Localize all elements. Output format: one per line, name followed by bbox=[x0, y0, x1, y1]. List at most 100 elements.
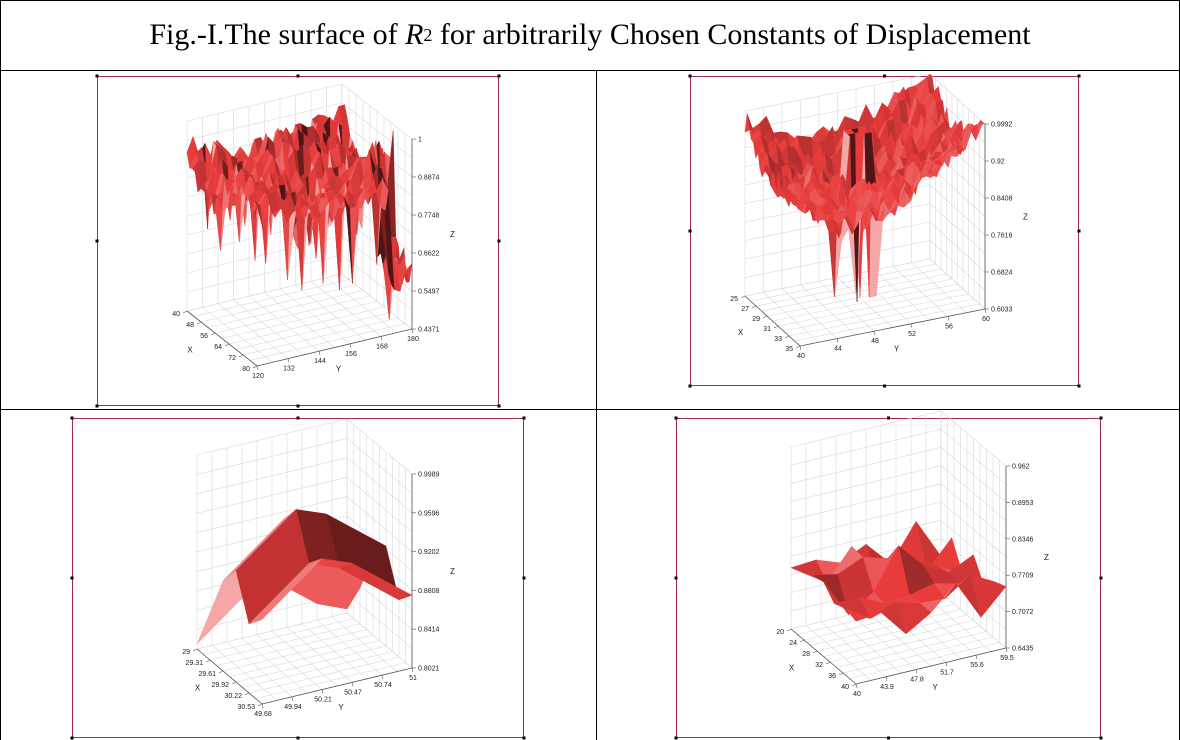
z-tick-label: 0.7709 bbox=[1012, 573, 1034, 580]
grid-line bbox=[911, 262, 967, 313]
table-row-divider-1 bbox=[0, 70, 1180, 71]
y-tick bbox=[947, 316, 950, 321]
z-tick-label: 0.8408 bbox=[991, 196, 1013, 203]
x-axis-label: X bbox=[738, 328, 744, 337]
frame-handle bbox=[296, 416, 300, 420]
z-tick-label: 0.92 bbox=[991, 159, 1005, 166]
grid-line bbox=[755, 268, 942, 307]
grid-line bbox=[940, 447, 1007, 503]
z-axis-label: Z bbox=[1023, 213, 1028, 222]
frame-handle bbox=[522, 736, 526, 740]
grid-line bbox=[301, 623, 368, 680]
grid-line bbox=[940, 501, 1007, 558]
frame-handle bbox=[887, 416, 890, 420]
table-row-divider-2 bbox=[0, 409, 1180, 410]
y-tick bbox=[915, 669, 918, 674]
grid-line bbox=[940, 410, 1007, 467]
grid-line bbox=[214, 295, 371, 334]
y-tick bbox=[349, 343, 352, 348]
y-tick bbox=[885, 676, 888, 681]
z-tick-label: 0.9989 bbox=[418, 472, 440, 479]
y-tick-label: 56 bbox=[945, 323, 953, 330]
x-tick bbox=[205, 659, 211, 663]
frame-handle bbox=[674, 416, 678, 420]
grid-lines bbox=[790, 410, 1007, 685]
y-tick-label: 48 bbox=[871, 338, 879, 345]
surface bbox=[790, 520, 1007, 635]
x-tick bbox=[238, 354, 244, 358]
y-axis-line bbox=[261, 667, 413, 705]
grid-line bbox=[940, 428, 1007, 485]
surface bbox=[186, 104, 413, 320]
y-tick bbox=[411, 328, 414, 334]
x-tick bbox=[851, 683, 857, 687]
grid-line bbox=[193, 279, 350, 317]
z-tick-label: 0.8414 bbox=[418, 627, 440, 634]
frame-handle bbox=[497, 239, 501, 243]
grid-line bbox=[341, 102, 413, 159]
y-tick bbox=[1005, 647, 1008, 653]
y-axis-label: Y bbox=[338, 703, 344, 712]
y-tick bbox=[855, 683, 858, 689]
grid-line bbox=[929, 73, 986, 125]
x-tick-label: 40 bbox=[172, 311, 180, 318]
table-border-top bbox=[0, 0, 1180, 1]
grid-line bbox=[341, 83, 413, 140]
grid-line bbox=[837, 277, 893, 328]
table-border-left bbox=[0, 0, 1, 740]
y-tick bbox=[291, 696, 294, 701]
z-tick-label: 0.7072 bbox=[1012, 609, 1034, 616]
grid-line bbox=[810, 609, 961, 646]
grid-line bbox=[892, 266, 949, 317]
x-tick bbox=[799, 639, 805, 643]
x-tick-label: 24 bbox=[789, 640, 797, 647]
x-tick-label: 36 bbox=[828, 673, 836, 680]
grid-line bbox=[790, 447, 942, 484]
y-tick-label: 40 bbox=[797, 353, 805, 360]
x-tick-label: 29.31 bbox=[185, 660, 203, 667]
grid-line bbox=[209, 623, 361, 661]
x-tick-label: 31 bbox=[763, 326, 771, 333]
y-tick bbox=[381, 675, 384, 680]
x-tick bbox=[786, 628, 792, 632]
y-tick-label: 40 bbox=[853, 691, 861, 698]
surface-patch bbox=[248, 588, 293, 625]
chart-top-right: 25 27 29 31 33 35 40 44 48 52 56 60 0.9992 0.92 0.8408… bbox=[688, 73, 1081, 388]
grid-line bbox=[346, 457, 413, 514]
x-tick-label: 80 bbox=[242, 366, 250, 373]
frame-handle bbox=[1099, 736, 1103, 740]
frame-handle bbox=[497, 74, 501, 78]
frame-handle bbox=[70, 736, 74, 740]
y-tick bbox=[799, 345, 802, 351]
z-tick-label: 0.8021 bbox=[418, 666, 440, 673]
y-tick-label: 144 bbox=[314, 358, 326, 365]
y-tick-label: 168 bbox=[376, 343, 388, 350]
y-axis-label: Y bbox=[894, 345, 900, 354]
y-tick-label: 52 bbox=[908, 331, 916, 338]
y-tick-label: 43.9 bbox=[880, 684, 894, 691]
frame-handle bbox=[296, 736, 300, 740]
frame-handle bbox=[883, 384, 886, 388]
grid-line bbox=[316, 619, 383, 676]
z-tick-label: 0.4371 bbox=[418, 327, 440, 334]
x-tick-label: 72 bbox=[228, 355, 236, 362]
grid-line bbox=[310, 281, 382, 337]
grid-line bbox=[326, 277, 397, 333]
z-axis-label: Z bbox=[450, 230, 455, 239]
x-tick-label: 20 bbox=[776, 629, 784, 636]
y-axis-label: Y bbox=[932, 683, 938, 692]
title-symbol: R bbox=[405, 18, 424, 51]
grid-line bbox=[346, 438, 413, 494]
y-axis-line bbox=[256, 328, 413, 367]
grid-line bbox=[750, 263, 936, 302]
x-tick bbox=[196, 321, 202, 325]
x-tick-label: 64 bbox=[214, 344, 222, 351]
title-prefix: Fig.-I.The surface of bbox=[149, 18, 398, 51]
y-tick-label: 50.47 bbox=[344, 689, 362, 696]
grid-line bbox=[761, 273, 947, 312]
y-tick bbox=[411, 667, 414, 673]
title-suffix: for arbitrarily Chosen Constants of Disp… bbox=[439, 18, 1031, 51]
